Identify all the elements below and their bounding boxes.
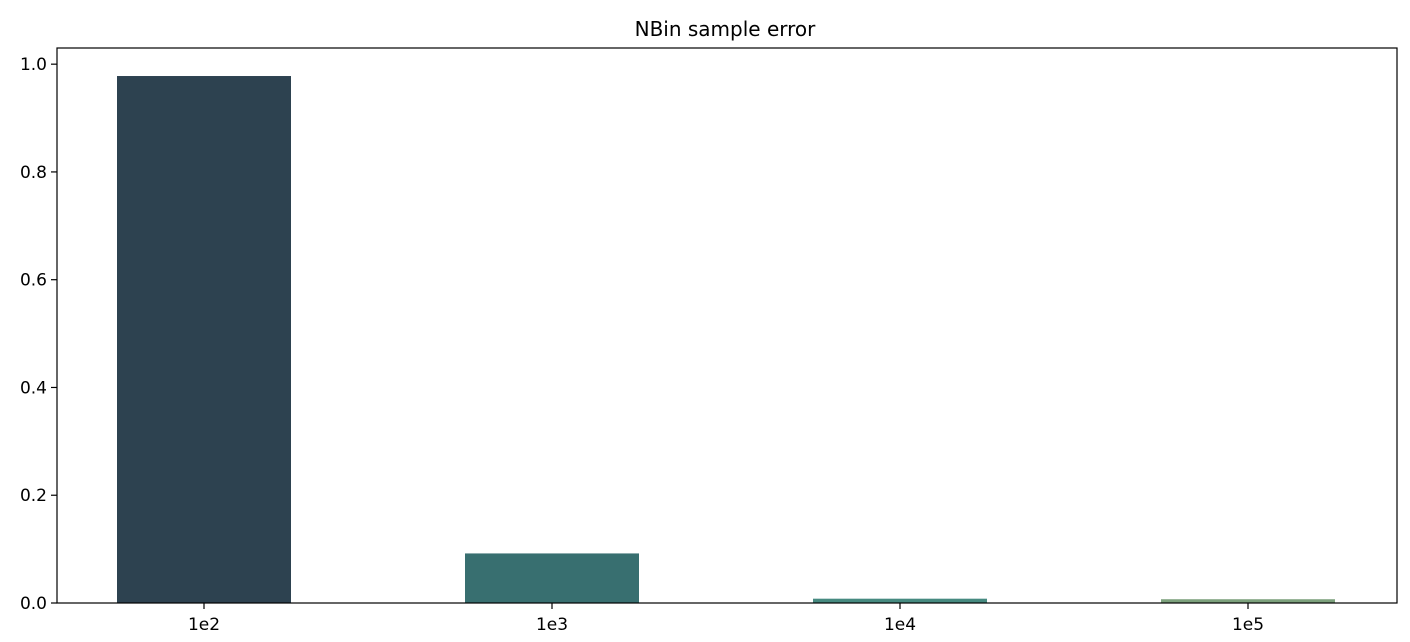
bar-1e4 — [813, 598, 987, 603]
x-tick-label: 1e2 — [188, 615, 220, 635]
x-tick-label: 1e4 — [884, 615, 916, 635]
x-axis: 1e2 1e3 1e4 1e5 — [188, 603, 1264, 635]
y-tick-label: 0.2 — [20, 486, 47, 506]
chart-title: NBin sample error — [635, 17, 817, 41]
y-tick-label: 0.8 — [20, 163, 47, 183]
plot-frame — [56, 47, 1398, 604]
bar-1e3 — [465, 553, 639, 603]
y-tick-label: 0.4 — [20, 378, 47, 398]
y-tick-label: 1.0 — [20, 55, 47, 75]
bar-1e2 — [117, 76, 291, 603]
y-tick-label: 0.6 — [20, 271, 47, 291]
bars-layer — [117, 76, 1335, 603]
bar-1e5 — [1161, 599, 1335, 603]
x-tick-label: 1e3 — [536, 615, 568, 635]
x-tick-label: 1e5 — [1232, 615, 1264, 635]
y-tick-label: 0.0 — [20, 594, 47, 614]
y-axis: 0.0 0.2 0.4 0.6 0.8 1.0 — [20, 55, 57, 614]
